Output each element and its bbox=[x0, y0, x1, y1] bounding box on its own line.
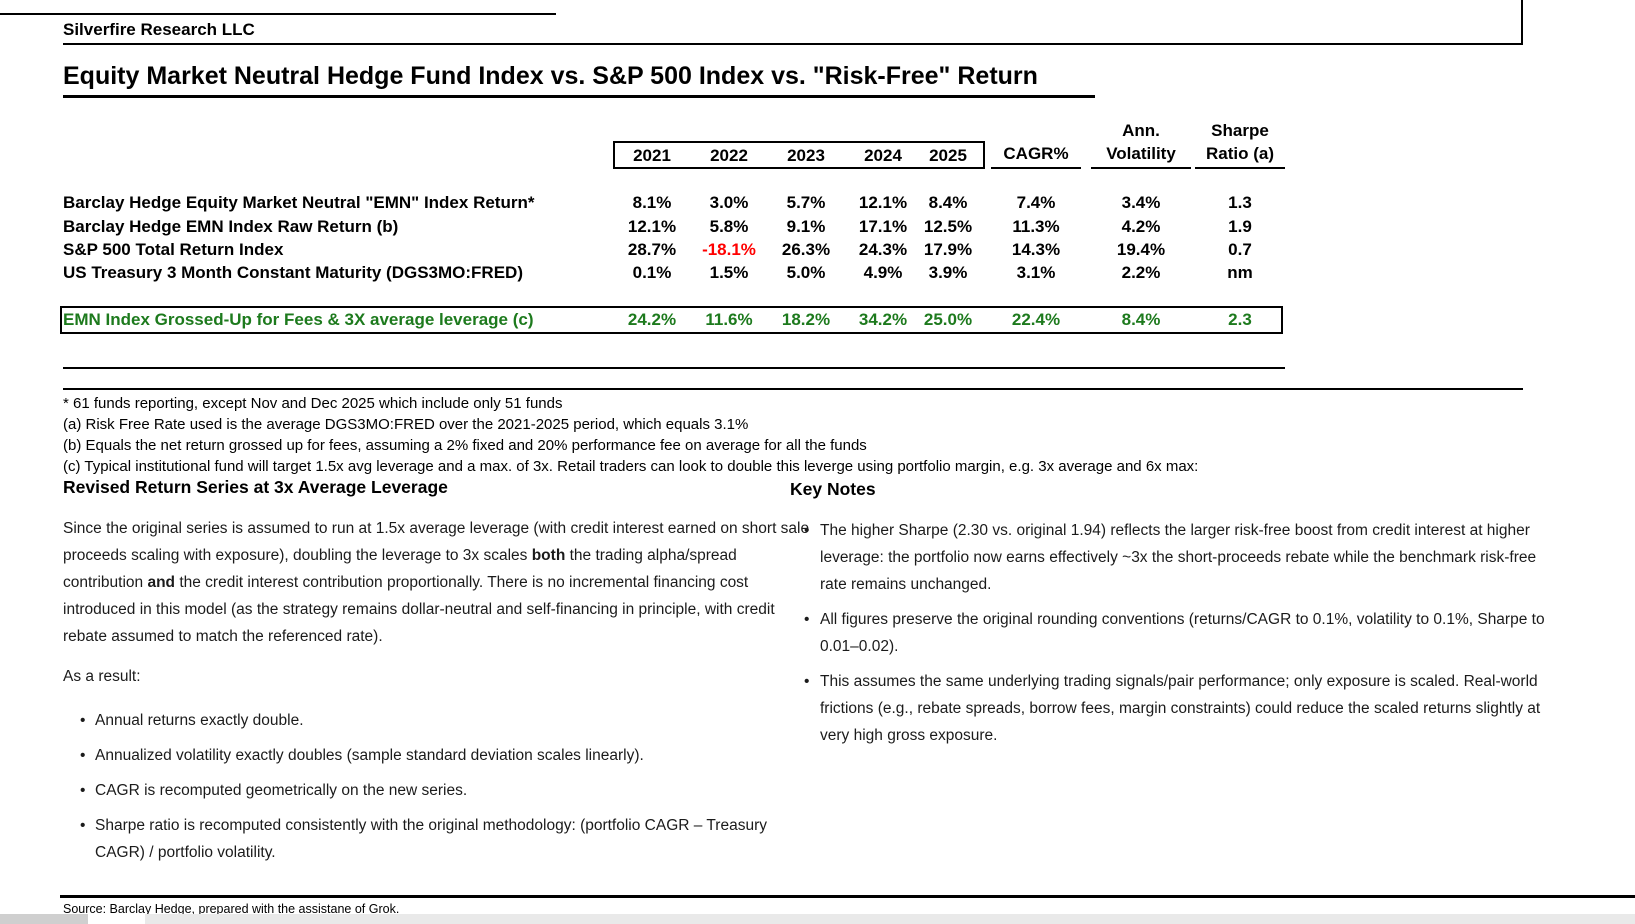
bottom-bar-left-segment bbox=[0, 914, 88, 924]
cell-2025: 8.4% bbox=[928, 193, 968, 212]
top-right-border bbox=[1521, 0, 1523, 45]
cell-2021: 0.1% bbox=[632, 263, 672, 282]
cell-2022-negative: -18.1% bbox=[702, 240, 756, 259]
list-item: The higher Sharpe (2.30 vs. original 1.9… bbox=[790, 517, 1550, 598]
footer-rule bbox=[60, 895, 1635, 898]
cell-volatility: 4.2% bbox=[1121, 217, 1161, 236]
column-header-2024: 2024 bbox=[864, 146, 902, 165]
section-heading-key-notes: Key Notes bbox=[790, 479, 876, 499]
list-item: This assumes the same underlying trading… bbox=[790, 668, 1550, 749]
column-header-sharpe: Sharpe bbox=[1211, 121, 1269, 140]
cell-2025: 17.9% bbox=[923, 240, 973, 259]
cell-2025: 25.0% bbox=[923, 310, 973, 329]
column-header-ratio-a: Ratio (a) bbox=[1195, 144, 1285, 169]
cell-2021: 12.1% bbox=[627, 217, 677, 236]
cell-2022: 3.0% bbox=[709, 193, 749, 212]
key-notes-section: Key Notes The higher Sharpe (2.30 vs. or… bbox=[790, 479, 1550, 757]
cell-2023: 18.2% bbox=[781, 310, 831, 329]
cell-2021: 24.2% bbox=[627, 310, 677, 329]
list-item: Sharpe ratio is recomputed consistently … bbox=[63, 812, 811, 866]
footnote-c: (c) Typical institutional fund will targ… bbox=[63, 458, 1199, 475]
cell-volatility: 2.2% bbox=[1121, 263, 1161, 282]
cell-2025: 3.9% bbox=[928, 263, 968, 282]
cell-2021: 8.1% bbox=[632, 193, 672, 212]
page-title: Equity Market Neutral Hedge Fund Index v… bbox=[63, 62, 1038, 90]
cell-2024: 24.3% bbox=[858, 240, 908, 259]
cell-volatility: 3.4% bbox=[1121, 193, 1161, 212]
cell-2023: 9.1% bbox=[786, 217, 826, 236]
revised-return-paragraph: Since the original series is assumed to … bbox=[63, 520, 810, 645]
row-label: S&P 500 Total Return Index bbox=[63, 240, 284, 259]
cell-2023: 5.7% bbox=[786, 193, 826, 212]
cell-2024: 4.9% bbox=[863, 263, 903, 282]
footnote-top-rule bbox=[63, 388, 1523, 390]
column-header-cagr: CAGR% bbox=[991, 144, 1081, 169]
column-header-2022: 2022 bbox=[710, 146, 748, 165]
column-header-volatility: Volatility bbox=[1091, 144, 1191, 169]
column-header-ann: Ann. bbox=[1122, 121, 1160, 140]
row-label: Barclay Hedge Equity Market Neutral "EMN… bbox=[63, 193, 535, 212]
cell-sharpe: 0.7 bbox=[1228, 240, 1252, 259]
table-row-emn-raw-return: Barclay Hedge EMN Index Raw Return (b) 1… bbox=[0, 217, 1635, 239]
footnote-b: (b) Equals the net return grossed up for… bbox=[63, 437, 867, 454]
cell-cagr: 7.4% bbox=[1016, 193, 1056, 212]
revised-return-section: Revised Return Series at 3x Average Leve… bbox=[63, 477, 811, 874]
list-item: Annual returns exactly double. bbox=[63, 707, 811, 734]
cell-2023: 26.3% bbox=[781, 240, 831, 259]
cell-2025: 12.5% bbox=[923, 217, 973, 236]
row-label: EMN Index Grossed-Up for Fees & 3X avera… bbox=[63, 310, 534, 329]
horizontal-scrollbar[interactable] bbox=[145, 914, 1635, 924]
column-header-2025: 2025 bbox=[929, 146, 967, 165]
cell-volatility: 19.4% bbox=[1116, 240, 1166, 259]
list-item: CAGR is recomputed geometrically on the … bbox=[63, 777, 811, 804]
cell-2024: 34.2% bbox=[858, 310, 908, 329]
cell-2024: 12.1% bbox=[858, 193, 908, 212]
footnote-funds: * 61 funds reporting, except Nov and Dec… bbox=[63, 395, 563, 412]
row-label: Barclay Hedge EMN Index Raw Return (b) bbox=[63, 217, 399, 236]
table-row-grossed-up: EMN Index Grossed-Up for Fees & 3X avera… bbox=[0, 310, 1635, 332]
highlight-row-border bbox=[60, 306, 1283, 334]
cell-2022: 11.6% bbox=[705, 310, 753, 329]
as-a-result-label: As a result: bbox=[63, 668, 141, 685]
footnotes: * 61 funds reporting, except Nov and Dec… bbox=[63, 393, 1463, 477]
cell-2022: 5.8% bbox=[709, 217, 749, 236]
list-item: Annualized volatility exactly doubles (s… bbox=[63, 742, 811, 769]
cell-2024: 17.1% bbox=[858, 217, 908, 236]
cell-volatility: 8.4% bbox=[1121, 310, 1161, 329]
cell-2022: 1.5% bbox=[709, 263, 749, 282]
cell-sharpe: 2.3 bbox=[1228, 310, 1252, 329]
year-header-box bbox=[613, 141, 985, 169]
key-notes-bullet-list: The higher Sharpe (2.30 vs. original 1.9… bbox=[790, 517, 1550, 749]
section-heading-revised-return: Revised Return Series at 3x Average Leve… bbox=[63, 477, 448, 497]
cell-cagr: 14.3% bbox=[1011, 240, 1061, 259]
company-underline bbox=[63, 43, 1523, 45]
cell-sharpe: 1.3 bbox=[1228, 193, 1252, 212]
cell-cagr: 3.1% bbox=[1016, 263, 1056, 282]
table-row-treasury: US Treasury 3 Month Constant Maturity (D… bbox=[0, 263, 1635, 285]
cell-cagr: 22.4% bbox=[1011, 310, 1061, 329]
list-item: All figures preserve the original roundi… bbox=[790, 606, 1550, 660]
cell-sharpe: 1.9 bbox=[1228, 217, 1252, 236]
column-header-2023: 2023 bbox=[787, 146, 825, 165]
revised-return-bullet-list: Annual returns exactly double. Annualize… bbox=[63, 707, 811, 866]
top-rule bbox=[0, 13, 556, 15]
row-label: US Treasury 3 Month Constant Maturity (D… bbox=[63, 263, 523, 282]
table-bottom-rule bbox=[63, 367, 1285, 369]
column-header-2021: 2021 bbox=[633, 146, 671, 165]
cell-cagr: 11.3% bbox=[1012, 217, 1060, 236]
footnote-a: (a) Risk Free Rate used is the average D… bbox=[63, 416, 749, 433]
company-name: Silverfire Research LLC bbox=[63, 20, 255, 39]
cell-2021: 28.7% bbox=[627, 240, 677, 259]
source-line: Source: Barclay Hedge, prepared with the… bbox=[63, 902, 400, 916]
cell-sharpe: nm bbox=[1227, 263, 1253, 282]
cell-2023: 5.0% bbox=[786, 263, 826, 282]
table-row-emn-index-return: Barclay Hedge Equity Market Neutral "EMN… bbox=[0, 193, 1635, 215]
table-row-sp500: S&P 500 Total Return Index 28.7% -18.1% … bbox=[0, 240, 1635, 262]
title-underline bbox=[63, 95, 1095, 98]
